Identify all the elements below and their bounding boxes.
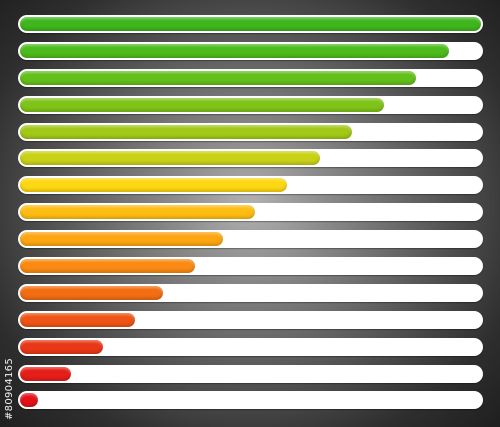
level-bar-fill-9 bbox=[20, 232, 223, 247]
level-bar-fill-15 bbox=[20, 393, 39, 408]
level-bar-fill-5 bbox=[20, 124, 352, 139]
level-bar-track-6 bbox=[18, 149, 483, 168]
level-bar-track-5 bbox=[18, 122, 483, 141]
stock-id-watermark: #80904165 bbox=[4, 320, 15, 420]
level-bar-fill-3 bbox=[20, 70, 417, 85]
level-bar-track-8 bbox=[18, 203, 483, 222]
level-bar-fill-10 bbox=[20, 259, 196, 274]
level-bar-track-9 bbox=[18, 230, 483, 249]
level-bar-track-2 bbox=[18, 41, 483, 60]
level-bar-fill-14 bbox=[20, 366, 71, 381]
level-bars bbox=[18, 15, 483, 418]
level-bar-track-11 bbox=[18, 283, 483, 302]
level-bar-track-7 bbox=[18, 176, 483, 195]
stock-id-text: #80904165 bbox=[4, 358, 15, 420]
level-bar-fill-7 bbox=[20, 178, 288, 193]
level-bar-fill-2 bbox=[20, 43, 449, 58]
level-bar-track-3 bbox=[18, 68, 483, 87]
level-bar-fill-4 bbox=[20, 97, 385, 112]
level-bar-fill-6 bbox=[20, 151, 320, 166]
level-bar-track-13 bbox=[18, 337, 483, 356]
level-bar-fill-8 bbox=[20, 205, 256, 220]
level-bar-fill-11 bbox=[20, 285, 163, 300]
level-bar-track-14 bbox=[18, 364, 483, 383]
level-bar-fill-1 bbox=[20, 17, 481, 31]
level-bar-track-1 bbox=[18, 15, 483, 33]
level-bar-fill-13 bbox=[20, 339, 103, 354]
level-bar-track-10 bbox=[18, 257, 483, 276]
level-bar-track-15 bbox=[18, 391, 483, 410]
level-bar-track-4 bbox=[18, 95, 483, 114]
level-bar-fill-12 bbox=[20, 312, 136, 327]
level-bar-track-12 bbox=[18, 310, 483, 329]
